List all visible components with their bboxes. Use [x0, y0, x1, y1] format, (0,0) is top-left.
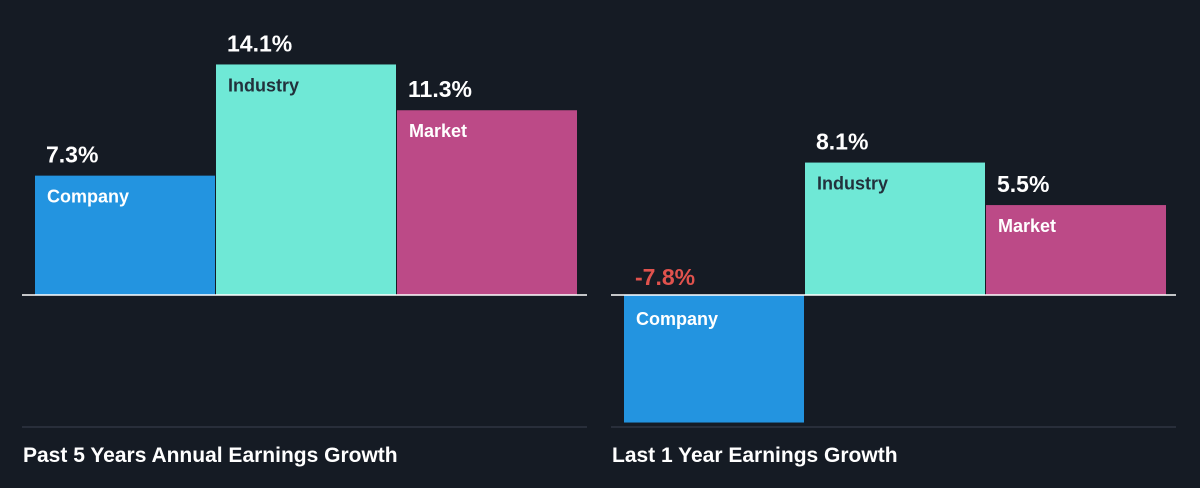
industry-label: Industry	[228, 75, 299, 95]
industry-bar	[216, 64, 396, 295]
company-bar	[35, 175, 215, 295]
company-value-label: -7.8%	[635, 264, 695, 290]
market-value-label: 11.3%	[408, 76, 472, 102]
last-1-year-title: Last 1 Year Earnings Growth	[612, 444, 898, 467]
company-value-label: 7.3%	[46, 142, 98, 168]
past-5-years-title: Past 5 Years Annual Earnings Growth	[23, 444, 398, 467]
company-label: Company	[47, 187, 129, 207]
industry-label: Industry	[817, 174, 888, 194]
industry-value-label: 14.1%	[227, 30, 292, 56]
past-5-years-chart: Company 7.3% Industry 14.1% Market 11.3%	[22, 30, 587, 428]
last-1-year-chart: Company -7.8% Industry 8.1% Market 5.5%	[611, 129, 1176, 428]
company-bar	[624, 295, 804, 423]
industry-value-label: 8.1%	[816, 129, 868, 155]
industry-bar	[805, 162, 985, 295]
market-value-label: 5.5%	[997, 171, 1049, 197]
company-label: Company	[636, 309, 718, 329]
market-label: Market	[998, 216, 1056, 236]
market-bar	[986, 205, 1166, 295]
market-label: Market	[409, 121, 467, 141]
market-bar	[397, 110, 577, 296]
